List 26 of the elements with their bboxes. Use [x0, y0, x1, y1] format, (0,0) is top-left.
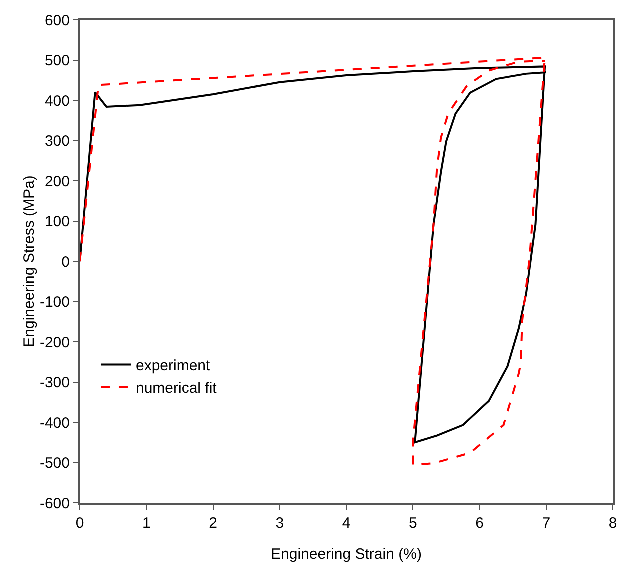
y-tick-label: 200: [44, 173, 70, 190]
y-tick-label: -200: [40, 334, 70, 352]
legend-label: experiment: [136, 358, 212, 375]
y-axis-title: Engineering Stress (MPa): [20, 176, 38, 348]
x-tick-label: 8: [608, 515, 618, 532]
x-tick-label: 0: [76, 515, 84, 532]
y-tick-label: -600: [40, 495, 70, 512]
y-tick-label: -400: [40, 414, 70, 432]
x-tick-label: 6: [476, 515, 484, 532]
y-tick-label: 500: [44, 52, 70, 70]
y-tick-label: 600: [44, 12, 70, 30]
x-tick-label: 1: [142, 515, 151, 532]
y-tick-label: 400: [44, 92, 70, 110]
x-tick-label: 3: [276, 515, 284, 532]
y-tick-label: -100: [40, 294, 70, 311]
y-tick-label: 100: [44, 214, 70, 230]
y-tick-label: -300: [40, 374, 70, 392]
legend-label: numerical fit: [136, 380, 218, 398]
x-axis-title: Engineering Strain (%): [271, 546, 422, 563]
x-tick-label: 7: [542, 515, 551, 532]
y-tick-label: 300: [44, 133, 70, 150]
x-tick-label: 2: [209, 515, 218, 532]
x-tick-label: 5: [408, 515, 418, 532]
y-tick-label: 0: [62, 254, 70, 271]
y-tick-label: -500: [40, 455, 70, 472]
x-tick-label: 4: [342, 515, 351, 532]
